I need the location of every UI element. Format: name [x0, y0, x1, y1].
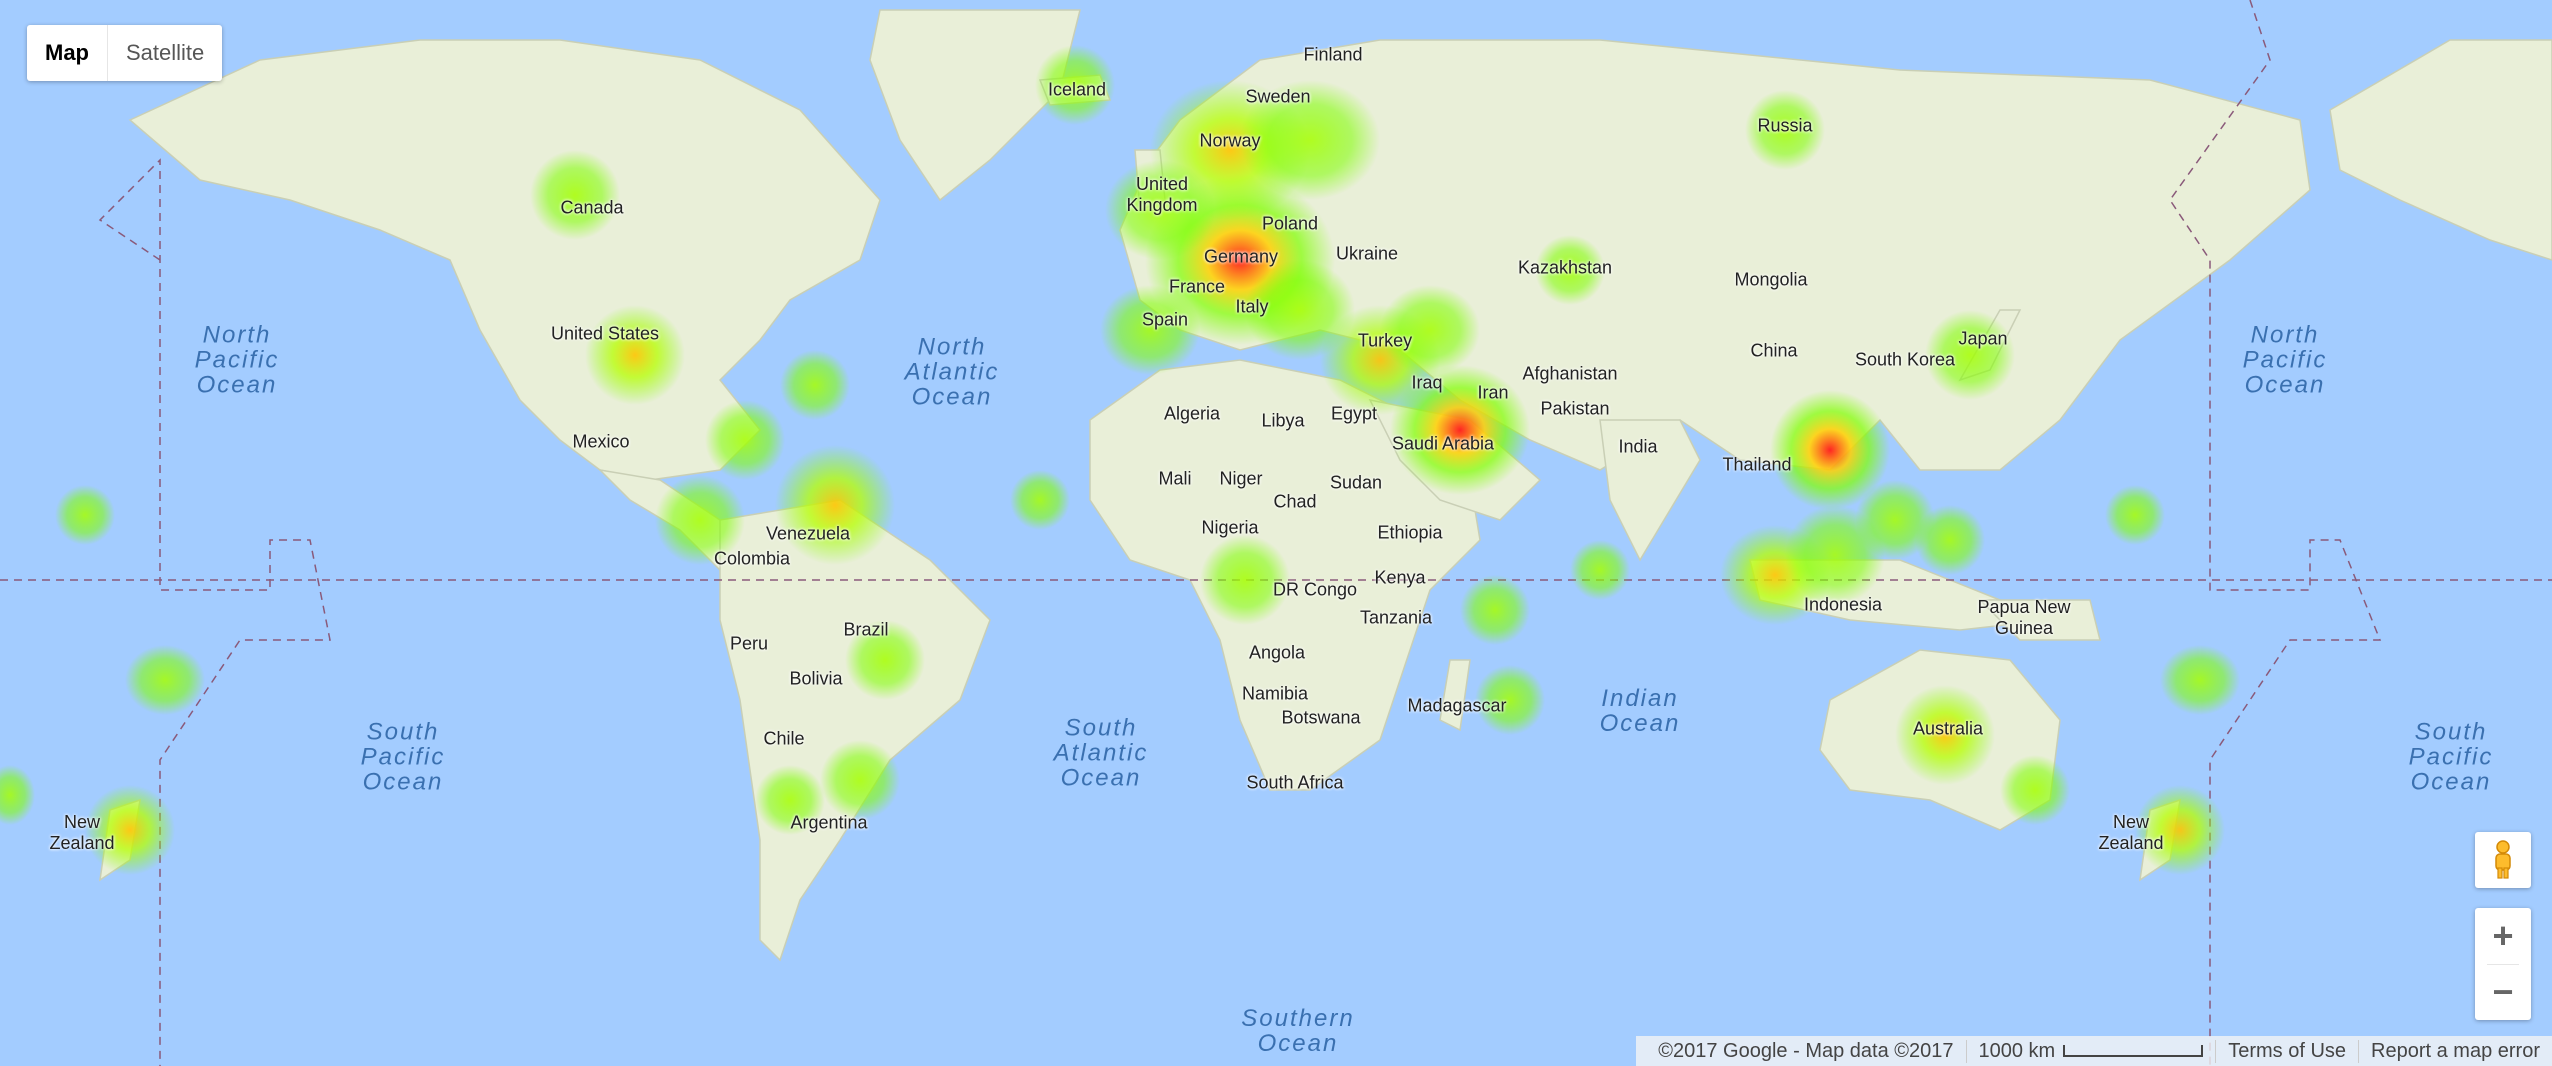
terms-link[interactable]: Terms of Use	[2215, 1039, 2358, 1063]
ocean-label: South Pacific Ocean	[2408, 718, 2494, 796]
report-map-error-link[interactable]: Report a map error	[2358, 1039, 2552, 1063]
pegman-icon	[2495, 840, 2511, 879]
ocean-label: North Pacific Ocean	[194, 321, 280, 399]
ocean-label: Indian Ocean	[1599, 685, 1681, 737]
zoom-in-button[interactable]: +	[2492, 915, 2514, 956]
street-view-pegman-button[interactable]	[2475, 832, 2531, 888]
ocean-label: Southern Ocean	[1241, 1005, 1355, 1057]
ocean-label: North Pacific Ocean	[2242, 321, 2328, 399]
scale-bar	[2063, 1045, 2204, 1058]
map-type-control: Map Satellite	[27, 25, 223, 81]
zoom-control: + −	[2475, 908, 2531, 1020]
scale-control[interactable]: 1000 km	[1965, 1039, 2216, 1063]
ocean-label: South Atlantic Ocean	[1053, 714, 1149, 792]
map-type-map-button[interactable]: Map	[27, 25, 108, 81]
ocean-label: North Atlantic Ocean	[904, 333, 1000, 411]
map-footer: ©2017 Google - Map data ©2017 1000 km Te…	[1636, 1036, 2552, 1066]
zoom-divider	[2487, 964, 2519, 965]
scale-label: 1000 km	[1978, 1039, 2056, 1062]
ocean-label: South Pacific Ocean	[360, 718, 446, 796]
zoom-out-button[interactable]: −	[2492, 971, 2514, 1012]
copyright-text: ©2017 Google - Map data ©2017	[1658, 1039, 1954, 1062]
map-type-satellite-button[interactable]: Satellite	[126, 40, 205, 65]
